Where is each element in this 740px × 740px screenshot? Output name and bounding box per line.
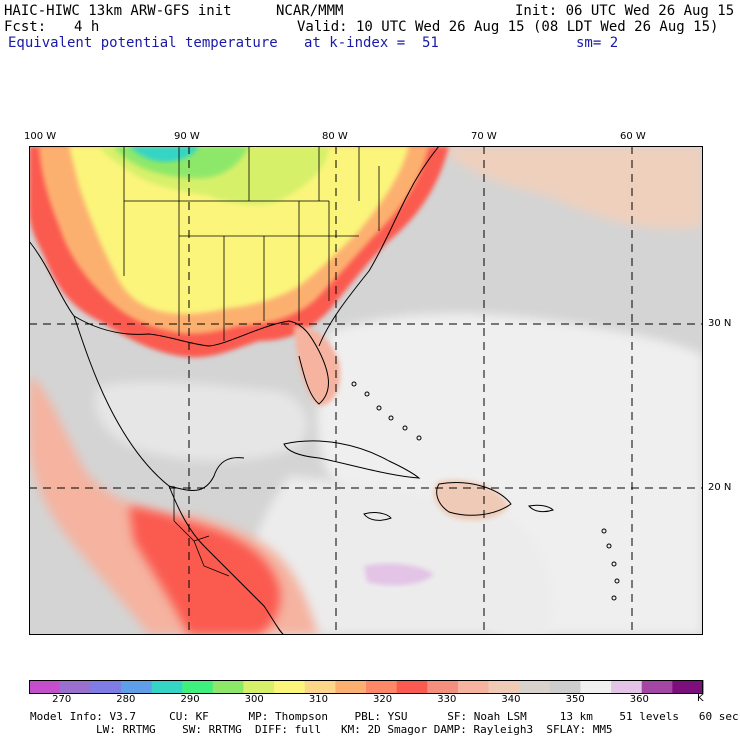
lon-label-70w: 70 W	[471, 131, 497, 142]
hispaniola-outline	[436, 482, 512, 516]
model-info-line1: Model Info: V3.7 CU: KF MP: Thompson PBL…	[30, 710, 739, 723]
colorbar-cell	[366, 680, 398, 694]
colorbar-tick-label: 310	[308, 694, 328, 705]
colorbar-cell	[488, 680, 520, 694]
colorbar-tick-label: 350	[565, 694, 585, 705]
colorbar-cell	[427, 680, 459, 694]
colorbar-cell	[611, 680, 643, 694]
lat-label-30n: 30 N	[708, 318, 732, 329]
equivalent-potential-temperature-map	[29, 146, 703, 635]
lon-label-90w: 90 W	[174, 131, 200, 142]
florida-warm-region	[294, 326, 341, 406]
jamaica-outline	[363, 512, 392, 521]
colorbar-cell	[549, 680, 581, 694]
colorbar-tick-label: 340	[501, 694, 521, 705]
colorbar-cell	[396, 680, 428, 694]
level-index: at k-index = 51	[304, 35, 439, 51]
colorbar-cell	[151, 680, 183, 694]
bahamas-islands	[351, 381, 422, 441]
lon-label-60w: 60 W	[620, 131, 646, 142]
colorbar-tick-label: 360	[629, 694, 649, 705]
colorbar-cell	[274, 680, 306, 694]
lat-label-20n: 20 N	[708, 482, 732, 493]
colorbar-cell	[335, 680, 367, 694]
lat-lon-grid	[29, 146, 703, 635]
model-title: HAIC-HIWC 13km ARW-GFS init	[4, 3, 232, 19]
land-cyan-region	[129, 146, 199, 162]
colorbar-cell	[59, 680, 91, 694]
colorbar-tick-label: 270	[52, 694, 72, 705]
colorbar-tick-label: 290	[180, 694, 200, 705]
colorbar-cell	[243, 680, 275, 694]
valid-time: Valid: 10 UTC Wed 26 Aug 15 (08 LDT Wed …	[297, 19, 719, 35]
colorbar-cell	[641, 680, 673, 694]
init-time: Init: 06 UTC Wed 26 Aug 15	[515, 3, 735, 19]
colorbar-cell	[304, 680, 336, 694]
colorbar-cell	[182, 680, 214, 694]
hispaniola-warm-region	[433, 479, 509, 521]
colorbar-tick-label: 280	[116, 694, 136, 705]
field-name: Equivalent potential temperature	[8, 35, 278, 51]
map-frame	[29, 146, 703, 635]
ne-atlantic-warm-patch	[439, 146, 703, 229]
colorbar-cell	[212, 680, 244, 694]
colorbar-cell	[519, 680, 551, 694]
lon-label-100w: 100 W	[24, 131, 57, 142]
colorbar-unit: K	[697, 693, 704, 704]
organization-label: NCAR/MMM	[276, 3, 344, 19]
central-america-red-region	[129, 506, 281, 635]
puerto-rico-outline	[528, 504, 554, 513]
caribbean-lilac-patch	[364, 563, 434, 586]
gulf-light-region	[95, 381, 308, 461]
colorbar-cell	[90, 680, 122, 694]
coastlines	[29, 146, 554, 635]
colorbar-cell	[672, 680, 704, 694]
colorbar-tick-label: 330	[437, 694, 457, 705]
lesser-antilles	[601, 528, 620, 601]
colorbar-cell	[29, 680, 61, 694]
land-yellow-region	[69, 146, 409, 314]
colorbar	[29, 680, 704, 694]
us-east-coast	[318, 146, 440, 347]
lon-label-80w: 80 W	[322, 131, 348, 142]
colorbar-cell	[120, 680, 153, 694]
colorbar-tick-label: 300	[244, 694, 264, 705]
cuba-outline	[283, 440, 421, 479]
model-info-line2: LW: RRTMG SW: RRTMG DIFF: full KM: 2D Sm…	[96, 723, 613, 736]
us-state-borders	[123, 146, 380, 341]
forecast-label: Fcst:	[4, 19, 47, 35]
smoothing-value: sm= 2	[576, 35, 619, 51]
colorbar-tick-label: 320	[373, 694, 393, 705]
forecast-hour: 4 h	[74, 19, 100, 35]
ocean-light-region	[317, 313, 703, 635]
central-america-coast	[168, 485, 285, 635]
mexico-gulf-coast	[73, 315, 245, 491]
colorbar-cell	[457, 680, 490, 694]
colorbar-frame	[29, 680, 703, 694]
colorbar-cell	[580, 680, 612, 694]
central-america-borders	[173, 486, 230, 577]
